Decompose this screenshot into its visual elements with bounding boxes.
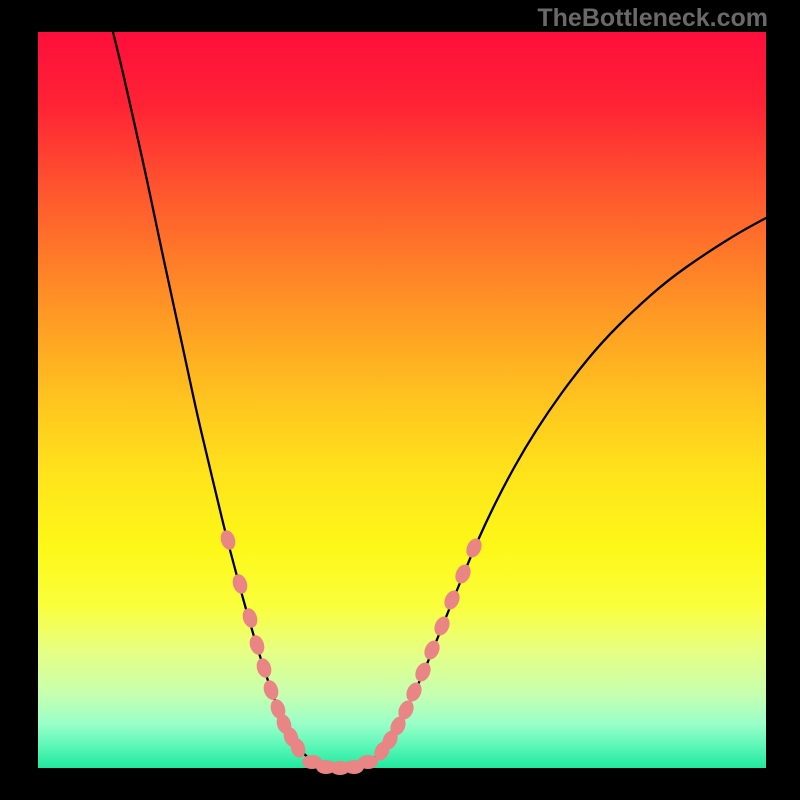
- plot-area: [38, 32, 766, 768]
- marker-right-8: [441, 588, 462, 612]
- marker-left-0: [218, 528, 237, 551]
- marker-right-7: [431, 614, 452, 638]
- marker-bottom-4: [358, 755, 378, 769]
- curve-layer: [0, 0, 800, 800]
- marker-left-5: [261, 678, 280, 701]
- watermark: TheBottleneck.com: [537, 4, 768, 33]
- marker-right-10: [463, 536, 484, 560]
- curve-left: [113, 32, 327, 768]
- marker-right-9: [452, 562, 473, 586]
- marker-right-5: [412, 660, 433, 684]
- marker-right-6: [421, 638, 442, 662]
- marker-left-4: [254, 656, 273, 679]
- marker-right-4: [403, 680, 424, 704]
- marker-left-2: [240, 606, 259, 629]
- marker-left-3: [247, 633, 266, 656]
- marker-left-1: [230, 572, 249, 595]
